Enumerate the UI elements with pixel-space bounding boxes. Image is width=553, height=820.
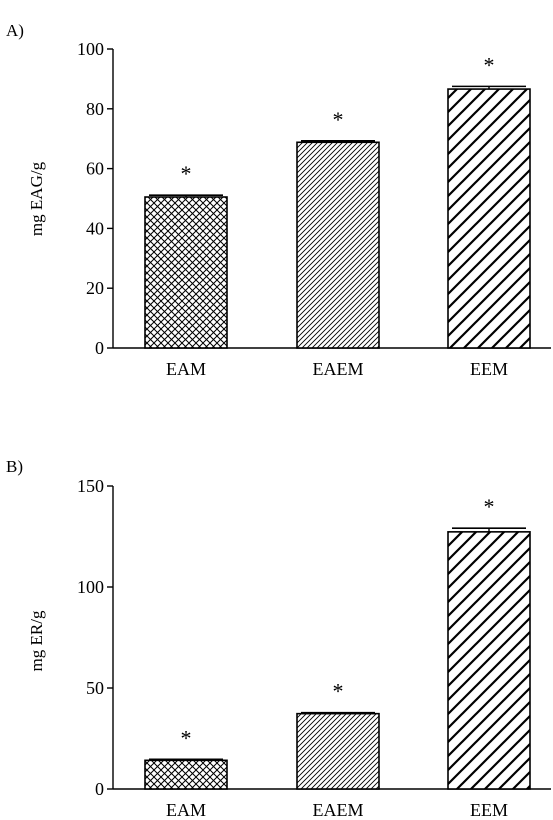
panel-label-a: A) — [6, 21, 24, 40]
y-tick-label-a: 100 — [77, 39, 104, 59]
plot-area-b: 0 50 100 150 * EAM * EAEM * EEM — [77, 476, 551, 820]
significance-star-b-eem: * — [484, 494, 495, 519]
y-tick-label-a: 60 — [86, 159, 104, 179]
bar-b-eam — [144, 759, 228, 790]
significance-star-b-eam: * — [181, 725, 192, 750]
panel-a: A) mg EAG/g 0 20 40 60 80 100 * EAM * EAEM * EEM — [6, 21, 551, 379]
y-axis-title-a: mg EAG/g — [27, 161, 46, 236]
significance-star-a-eaem: * — [333, 107, 344, 132]
y-axis-title-b: mg ER/g — [27, 610, 46, 671]
plot-area-a: 0 20 40 60 80 100 * EAM * EAEM * EEM — [77, 39, 551, 379]
panel-b: B) mg ER/g 0 50 100 150 * EAM * EAEM * EEM — [6, 457, 551, 820]
y-tick-label-b: 100 — [77, 577, 104, 597]
y-tick-label-a: 0 — [95, 338, 104, 358]
bar-a-eaem — [296, 141, 380, 349]
y-tick-label-a: 20 — [86, 278, 104, 298]
significance-star-b-eaem: * — [333, 679, 344, 704]
category-label-b-eam: EAM — [166, 800, 206, 820]
category-label-a-eam: EAM — [166, 359, 206, 379]
y-tick-label-b: 0 — [95, 779, 104, 799]
category-label-b-eaem: EAEM — [313, 800, 364, 820]
bar-a-eam — [144, 196, 228, 349]
bar-a-eem — [447, 88, 531, 349]
significance-star-a-eam: * — [181, 161, 192, 186]
panel-label-b: B) — [6, 457, 23, 476]
category-label-b-eem: EEM — [470, 800, 508, 820]
bar-b-eem — [447, 531, 531, 790]
bar-b-eaem — [296, 712, 380, 790]
significance-star-a-eem: * — [484, 52, 495, 77]
y-tick-label-a: 80 — [86, 99, 104, 119]
y-tick-label-b: 50 — [86, 678, 104, 698]
y-tick-label-b: 150 — [77, 476, 104, 496]
category-label-a-eem: EEM — [470, 359, 508, 379]
category-label-a-eaem: EAEM — [313, 359, 364, 379]
y-tick-label-a: 40 — [86, 218, 104, 238]
